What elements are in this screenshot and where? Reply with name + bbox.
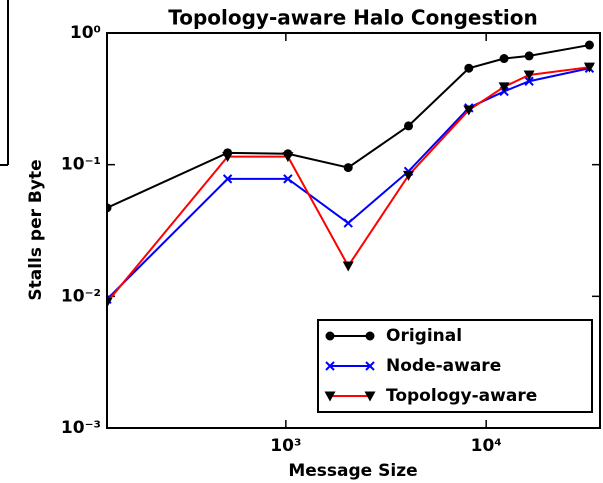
marker (283, 174, 293, 184)
marker (463, 105, 475, 116)
marker (343, 163, 353, 173)
marker (107, 297, 113, 308)
marker (523, 70, 535, 81)
marker (404, 121, 414, 131)
marker (222, 174, 233, 184)
series-line (107, 44, 590, 209)
marker (584, 40, 594, 50)
x-axis-label: Message Size (288, 461, 417, 481)
y-axis-label: Stalls per Byte (26, 159, 46, 300)
marker (222, 152, 234, 163)
y-tick-label: 10⁻² (61, 286, 101, 306)
marker (365, 331, 375, 341)
chart-title: Topology-aware Halo Congestion (168, 6, 538, 30)
legend-label: Original (386, 326, 462, 346)
marker (365, 361, 375, 371)
marker (498, 82, 510, 93)
marker (499, 54, 509, 64)
y-tick-label: 10⁰ (70, 23, 101, 43)
marker (325, 361, 335, 371)
legend-label: Topology-aware (386, 386, 537, 406)
marker (324, 391, 336, 402)
x-tick-label: 10³ (270, 436, 301, 456)
plot-area (107, 40, 595, 308)
marker (342, 261, 354, 272)
plot-frame (106, 32, 601, 429)
marker (107, 203, 112, 213)
y-tick-label: 10⁻¹ (61, 155, 101, 175)
marker (464, 63, 474, 73)
marker (325, 331, 335, 341)
marker (403, 170, 415, 181)
x-tick-label: 10⁴ (471, 436, 502, 456)
marker (583, 62, 595, 73)
marker (524, 51, 534, 61)
marker (524, 76, 534, 86)
legend-label: Node-aware (386, 356, 501, 376)
y-tick-label: 10⁻³ (61, 418, 101, 438)
marker (282, 152, 294, 163)
marker (364, 391, 376, 402)
marker (343, 218, 353, 228)
